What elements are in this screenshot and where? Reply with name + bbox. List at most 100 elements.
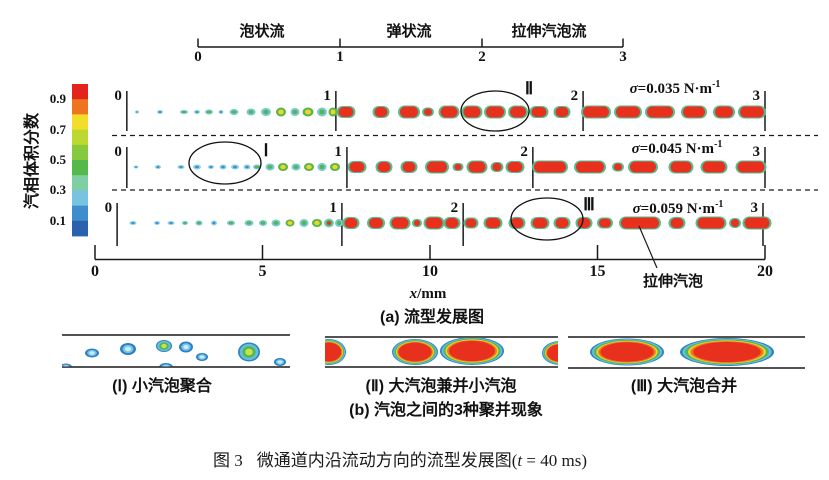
- bubble: [293, 165, 299, 169]
- x-axis-tick-label: 20: [757, 263, 773, 280]
- regime-axis-tick-label: 1: [336, 49, 344, 65]
- strip-tick-label: 0: [114, 144, 122, 160]
- bubble: [314, 220, 320, 226]
- figure-caption: 图 3 微通道内沿流动方向的流型发展图(t = 40 ms): [213, 446, 587, 471]
- colorbar-segment: [72, 190, 88, 206]
- vapor-slug: [507, 162, 523, 172]
- vapor-slug: [427, 161, 447, 173]
- bubble: [155, 222, 159, 224]
- bubble: [267, 165, 273, 169]
- x-axis-tick-label: 10: [422, 263, 438, 280]
- vapor-slug: [400, 106, 418, 118]
- bubble: [221, 165, 225, 169]
- coalescence-marker-I: Ⅰ: [263, 141, 269, 160]
- flow-regime-label-bubbly: 泡状流: [239, 23, 285, 40]
- colorbar-segment: [72, 114, 88, 130]
- strip-tick-label: 0: [114, 88, 122, 104]
- inset-label-III: (Ⅲ) 大汽泡合并: [630, 378, 738, 395]
- bubble: [183, 344, 189, 350]
- strip-tick-label: 3: [752, 144, 761, 160]
- stretched-bubble-annotation: 拉伸汽泡: [642, 273, 704, 290]
- vapor-slug: [338, 107, 354, 117]
- sigma-label-0.045: σ=0.045 N·m-1: [632, 139, 723, 158]
- vapor-slug: [468, 161, 486, 173]
- bubble: [161, 364, 171, 367]
- vapor-slug: [486, 106, 504, 118]
- bubble: [197, 221, 201, 225]
- colorbar-segment: [72, 84, 88, 100]
- bubble: [254, 165, 260, 169]
- bubble: [245, 348, 253, 356]
- bubble: [448, 340, 496, 362]
- bubble: [231, 110, 237, 114]
- vapor-slug: [402, 162, 416, 172]
- vapor-slug: [621, 217, 659, 229]
- vapor-slug: [670, 161, 692, 173]
- vapor-slug: [740, 106, 764, 118]
- colorbar-segment: [72, 175, 88, 191]
- vapor-slug: [445, 218, 459, 228]
- strip-tick-label: 2: [520, 144, 528, 160]
- regime-axis-tick-label: 3: [619, 49, 627, 65]
- inset-label-II: (Ⅱ) 大汽泡兼并小汽泡: [365, 378, 517, 395]
- strip-tick-label: 3: [750, 200, 758, 216]
- vapor-slug: [440, 106, 458, 118]
- vapor-slug: [485, 218, 501, 228]
- vapor-slug: [744, 217, 770, 229]
- vapor-slug: [737, 161, 765, 173]
- strip-tick-label: 0: [104, 200, 113, 216]
- vapor-slug: [670, 218, 684, 228]
- inset-label-I: (Ⅰ) 小汽泡聚合: [112, 378, 212, 395]
- vapor-slug: [534, 161, 566, 173]
- bubble: [136, 111, 138, 113]
- flow-regime-label-slug: 弹状流: [386, 23, 432, 40]
- strip-tick-label: 1: [323, 88, 331, 104]
- bubble: [124, 346, 132, 352]
- vapor-slug: [492, 163, 502, 171]
- vapor-slug: [424, 108, 432, 116]
- vapor-slug: [414, 220, 420, 226]
- vapor-slug: [647, 106, 673, 118]
- bubble: [398, 342, 432, 362]
- vapor-slug: [510, 218, 524, 228]
- bubble: [245, 165, 249, 169]
- bubble: [248, 110, 254, 114]
- bubble: [306, 164, 312, 170]
- sigma-symbol: σ: [629, 81, 638, 97]
- bubble: [332, 164, 338, 170]
- bubble: [600, 342, 654, 362]
- bubble: [206, 110, 212, 114]
- x-axis-title: x/mm: [410, 286, 447, 303]
- bubble: [319, 109, 325, 115]
- bubble: [693, 341, 761, 363]
- bubble: [199, 355, 205, 359]
- colorbar-tick-label: 0.1: [49, 213, 66, 228]
- flow-strip-2: [126, 141, 767, 188]
- sigma-exponent: -1: [712, 79, 721, 90]
- sigma-label-0.059: σ=0.059 N·m-1: [633, 199, 724, 218]
- coalescence-marker-II: Ⅱ: [524, 79, 534, 98]
- vapor-slug: [702, 161, 726, 173]
- inset-channel-2: [325, 336, 558, 368]
- colorbar-tick-label: 0.9: [49, 91, 66, 106]
- flow-strip-1: [126, 90, 766, 132]
- figure-caption-text: 微通道内沿流动方向的流型发展图(: [256, 451, 518, 470]
- vapor-slug: [391, 217, 409, 229]
- vapor-slug: [555, 107, 569, 117]
- x-axis-tick-label: 15: [589, 263, 606, 280]
- x-axis-tick-label: 5: [258, 263, 267, 280]
- vapor-slug: [583, 106, 609, 118]
- coalescence-marker-III: Ⅲ: [583, 195, 595, 214]
- vapor-slug: [576, 161, 604, 173]
- vapor-slug: [616, 106, 640, 118]
- bubble: [336, 220, 342, 226]
- colorbar-segment: [72, 144, 88, 161]
- bubble: [228, 221, 234, 225]
- x-axis-unit: /mm: [417, 286, 447, 302]
- vapor-slug: [630, 161, 656, 173]
- sigma-symbol: σ: [632, 201, 641, 217]
- vapor-slug: [463, 106, 481, 118]
- vapor-slug: [465, 218, 477, 228]
- sigma-exponent: -1: [714, 139, 723, 150]
